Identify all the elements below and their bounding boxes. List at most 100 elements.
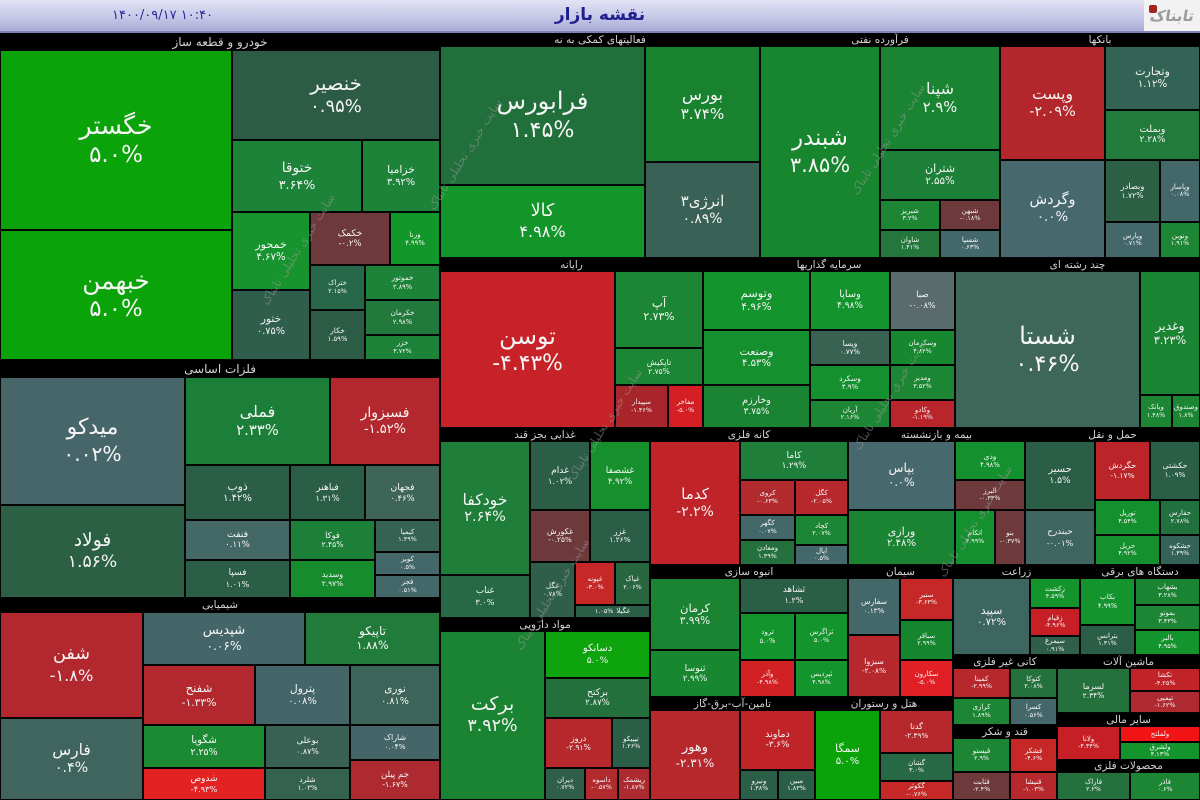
- stock-tile[interactable]: وسکرد ۴.۹%: [810, 365, 890, 400]
- stock-tile[interactable]: دروز -۲.۹۱%: [545, 718, 612, 768]
- stock-tile[interactable]: ولانا -۴.۳۴%: [1057, 726, 1120, 760]
- stock-tile[interactable]: کویر ۰.۵%: [375, 552, 440, 575]
- stock-tile[interactable]: آپ ۲.۷۳%: [615, 271, 703, 348]
- stock-tile[interactable]: کالا ۴.۹۸%: [440, 185, 645, 258]
- stock-tile[interactable]: ثشاهد ۱.۲%: [740, 578, 848, 613]
- stock-tile[interactable]: اتکام ۴.۹۹%: [955, 510, 995, 565]
- stock-tile[interactable]: تاپیکو ۱.۸۸%: [305, 612, 440, 665]
- stock-tile[interactable]: سبزوا -۲.۰۸%: [848, 635, 900, 697]
- stock-tile[interactable]: سیمرغ ۰.۹۱%: [1030, 636, 1080, 655]
- stock-tile[interactable]: قیستو ۲.۹%: [953, 738, 1010, 772]
- stock-tile[interactable]: حکشتی ۱.۰۹%: [1150, 441, 1200, 500]
- stock-tile[interactable]: سکارون -۵.۰%: [900, 660, 953, 697]
- stock-tile[interactable]: خکرمان ۲.۹۸%: [365, 300, 440, 335]
- stock-tile[interactable]: دسانکو ۵.۰%: [545, 631, 650, 678]
- stock-tile[interactable]: کرازی ۱.۸۹%: [953, 698, 1010, 725]
- stock-tile[interactable]: غکورش -۰.۲۵%: [530, 510, 590, 562]
- stock-tile[interactable]: خکمک -۰.۲%: [310, 212, 390, 265]
- stock-tile[interactable]: خکار ۱.۵۹%: [310, 310, 365, 360]
- stock-tile[interactable]: وپست -۲.۰۹%: [1000, 46, 1105, 160]
- stock-tile[interactable]: وتوسم ۴.۹۶%: [703, 271, 810, 330]
- stock-tile[interactable]: ثنوسا ۲.۹۹%: [650, 650, 740, 697]
- stock-tile[interactable]: نوری ۰.۸۱%: [350, 665, 440, 725]
- stock-tile[interactable]: وکادو -۱.۱۹%: [890, 400, 955, 428]
- stock-tile[interactable]: شتران ۲.۵۵%: [880, 150, 1000, 200]
- stock-tile[interactable]: حگردش -۱.۱۷%: [1095, 441, 1150, 500]
- stock-tile[interactable]: تیپیکو ۱.۲۶%: [612, 718, 650, 768]
- stock-tile[interactable]: صبا -۰.۰۸%: [890, 271, 955, 330]
- stock-tile[interactable]: خگستر ۵.۰%: [0, 50, 232, 230]
- stock-tile[interactable]: وبملت ۲.۲۸%: [1105, 110, 1200, 160]
- stock-tile[interactable]: کرمان ۳.۹۹%: [650, 578, 740, 650]
- stock-tile[interactable]: ختور ۰.۷۵%: [232, 290, 310, 360]
- stock-tile[interactable]: فسپا ۱.۰۱%: [185, 560, 290, 598]
- stock-tile[interactable]: حریل ۴.۹۲%: [1095, 535, 1160, 565]
- stock-tile[interactable]: شستا ۰.۴۶%: [955, 271, 1140, 428]
- stock-tile[interactable]: خمحور ۴.۶۷%: [232, 212, 310, 290]
- stock-tile[interactable]: دماوند -۳.۶%: [740, 710, 815, 770]
- stock-tile[interactable]: ولملتح: [1120, 726, 1200, 742]
- stock-tile[interactable]: غپاک ۲.۰۶%: [615, 562, 650, 605]
- stock-tile[interactable]: گشان ۳.۰%: [880, 753, 953, 781]
- stock-tile[interactable]: خزامیا ۳.۹۲%: [362, 140, 440, 212]
- stock-tile[interactable]: کدما -۲.۲%: [650, 441, 740, 565]
- stock-tile[interactable]: بپاس ۰.۰%: [848, 441, 955, 510]
- stock-tile[interactable]: ورنا ۴.۹۹%: [390, 212, 440, 265]
- stock-tile[interactable]: سپید ۰.۷۲%: [953, 578, 1030, 655]
- stock-tile[interactable]: کاما ۱.۲۹%: [740, 441, 848, 480]
- stock-tile[interactable]: زکشت ۴.۵۹%: [1030, 578, 1080, 608]
- stock-tile[interactable]: وصندوق ۱.۸%: [1172, 395, 1200, 428]
- stock-tile[interactable]: وپاسار ۰.۰۸%: [1160, 160, 1200, 222]
- stock-tile[interactable]: گدنا -۲.۳۹%: [880, 710, 953, 753]
- stock-tile[interactable]: غگل ۰.۷۸%: [530, 562, 575, 618]
- stock-tile[interactable]: وگردش ۰.۰%: [1000, 160, 1105, 258]
- stock-tile[interactable]: غدام ۱.۰۲%: [530, 441, 590, 510]
- stock-tile[interactable]: کگل -۲.۰۵%: [795, 480, 848, 515]
- stock-tile[interactable]: سفارس ۰.۱۳%: [848, 578, 900, 635]
- stock-tile[interactable]: غگیلا ۱.۰۵%: [575, 605, 650, 618]
- stock-tile[interactable]: وساپا ۴.۹۸%: [810, 271, 890, 330]
- stock-tile[interactable]: ولشرق ۴.۱۳%: [1120, 742, 1200, 760]
- stock-tile[interactable]: فنفت ۰.۱۱%: [185, 520, 290, 560]
- stock-tile[interactable]: وخارزم ۳.۷۵%: [703, 385, 810, 428]
- stock-tile[interactable]: تاپکیش ۲.۷۵%: [615, 348, 703, 385]
- stock-tile[interactable]: کچاد ۲.۰۷%: [795, 515, 848, 545]
- stock-tile[interactable]: توسن -۴.۴۳%: [440, 271, 615, 428]
- stock-tile[interactable]: فجر ۰.۵۱%: [375, 575, 440, 598]
- stock-tile[interactable]: مفاخر -۵.۰%: [668, 385, 703, 428]
- stock-tile[interactable]: بوعلی ۰.۸۷%: [265, 725, 350, 768]
- stock-tile[interactable]: ودی ۴.۹۸%: [955, 441, 1025, 480]
- stock-tile[interactable]: شاوان ۱.۴۱%: [880, 230, 940, 258]
- stock-tile[interactable]: ونیرو ۱.۳۸%: [740, 770, 778, 800]
- stock-tile[interactable]: شسپا ۰.۶۳%: [940, 230, 1000, 258]
- stock-tile[interactable]: بموتو ۳.۴۳%: [1135, 605, 1200, 630]
- stock-tile[interactable]: حبندرح -۰.۰۱%: [1025, 510, 1095, 565]
- stock-tile[interactable]: فولاد ۱.۵۶%: [0, 505, 185, 598]
- stock-tile[interactable]: خزر ۳.۷۲%: [365, 335, 440, 360]
- stock-tile[interactable]: آریان ۲.۱۶%: [810, 400, 890, 428]
- stock-tile[interactable]: شپنا ۲.۹%: [880, 46, 1000, 150]
- stock-tile[interactable]: پترول ۰.۰۸%: [255, 665, 350, 725]
- stock-tile[interactable]: قثابت -۲.۴%: [953, 772, 1010, 800]
- stock-tile[interactable]: شفن -۱.۸%: [0, 612, 143, 718]
- stock-tile[interactable]: فارس ۰.۴%: [0, 718, 143, 800]
- stock-tile[interactable]: سباقر ۲.۹۹%: [900, 620, 953, 660]
- stock-tile[interactable]: فرابورس ۱.۴۵%: [440, 46, 645, 185]
- stock-tile[interactable]: کگهر ۰.۰۷%: [740, 515, 795, 540]
- stock-tile[interactable]: سمگا ۵.۰%: [815, 710, 880, 800]
- stock-tile[interactable]: شدوص -۴.۹۳%: [143, 768, 265, 800]
- stock-tile[interactable]: سپیدار -۱.۴۶%: [615, 385, 668, 428]
- stock-tile[interactable]: فسبزوار -۱.۵۲%: [330, 377, 440, 465]
- stock-tile[interactable]: غپونه -۳.۰%: [575, 562, 615, 605]
- stock-tile[interactable]: خبهمن ۵.۰%: [0, 230, 232, 360]
- stock-tile[interactable]: تپمپی -۱.۶۲%: [1130, 691, 1200, 713]
- stock-tile[interactable]: توریل ۴.۵۴%: [1095, 500, 1160, 535]
- stock-tile[interactable]: دیران ۰.۷۲%: [545, 768, 585, 800]
- stock-tile[interactable]: فملی ۲.۳۳%: [185, 377, 330, 465]
- stock-tile[interactable]: ویسا ۰.۷۷%: [810, 330, 890, 365]
- stock-tile[interactable]: قشکر -۴.۶%: [1010, 738, 1057, 772]
- stock-tile[interactable]: کروی -۰.۶۳%: [740, 480, 795, 515]
- stock-tile[interactable]: وسدید ۲.۹۷%: [290, 560, 375, 598]
- stock-tile[interactable]: حفارس ۲.۷۸%: [1160, 500, 1200, 535]
- stock-tile[interactable]: بالبر ۴.۹۵%: [1135, 630, 1200, 655]
